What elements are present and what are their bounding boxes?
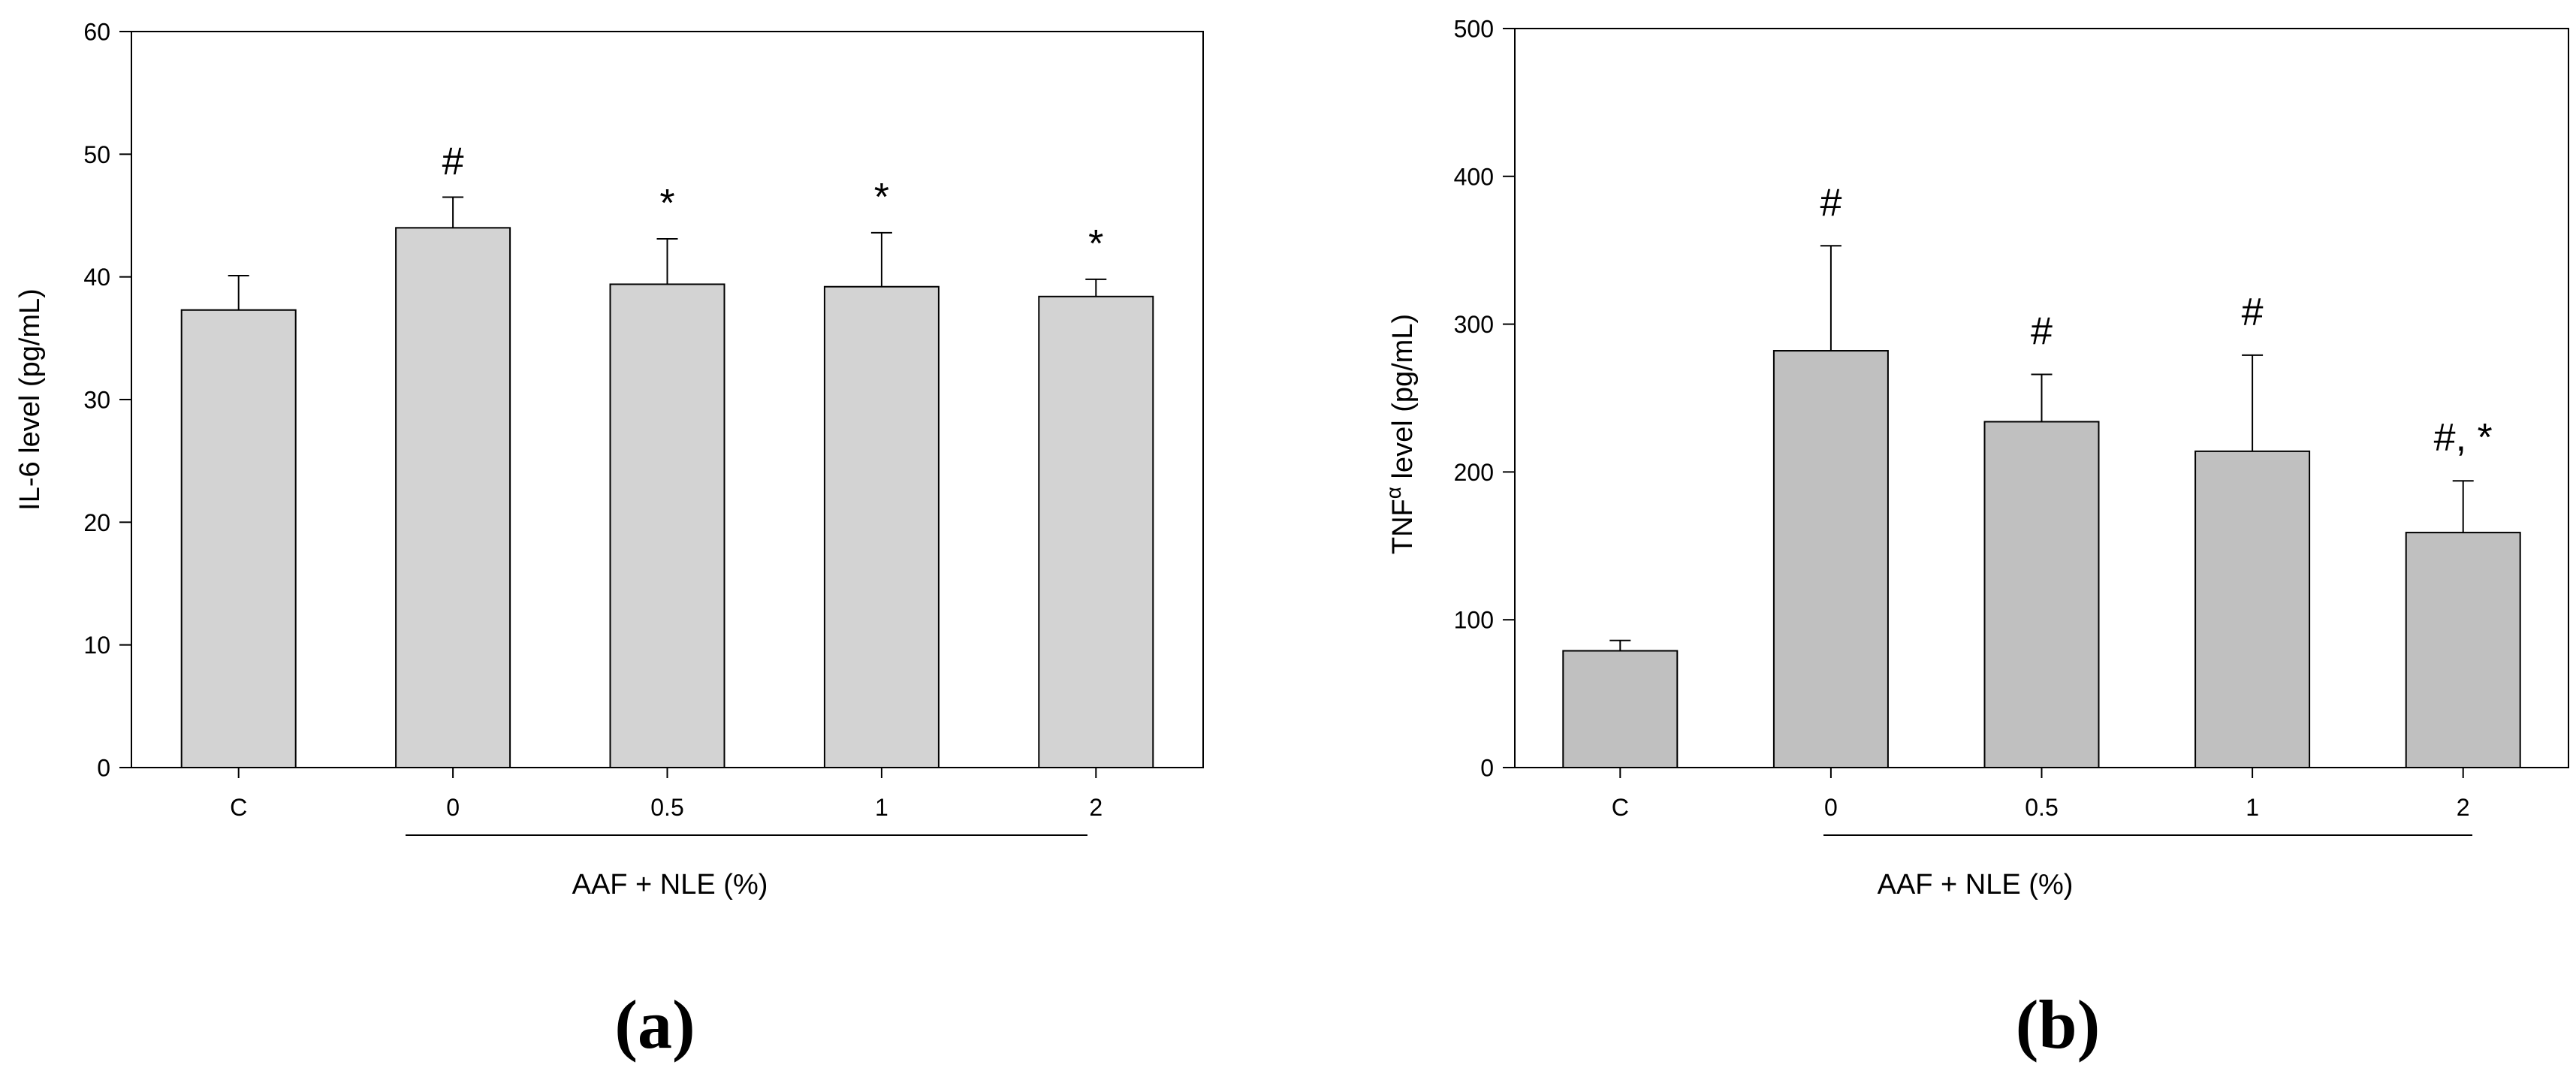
y-tick-label-b-0: 0 <box>1480 755 1494 782</box>
y-tick-label-b-2: 200 <box>1454 459 1494 486</box>
significance-mark-b-3: # <box>2242 291 2264 334</box>
significance-mark-b-1: # <box>1820 181 1842 225</box>
bar-b-2 <box>1983 421 2100 768</box>
bar-a-3 <box>823 285 940 768</box>
bar-b-4 <box>2405 532 2521 768</box>
significance-mark-a-4: * <box>1088 222 1103 266</box>
x-tick-label-b-2: 0.5 <box>2025 794 2058 821</box>
x-tick-label-a-2: 0.5 <box>650 794 683 821</box>
x-tick-label-b-1: 0 <box>1824 794 1838 821</box>
y-tick-label-b-5: 500 <box>1454 16 1494 43</box>
x-tick-label-a-1: 0 <box>446 794 460 821</box>
chart-panel-b: TNFα level (pg/mL) AAF + NLE (%) (b) 010… <box>1382 16 2569 1063</box>
bar-b-0 <box>1562 650 1679 769</box>
x-axis-label-a: AAF + NLE (%) <box>572 869 768 901</box>
y-tick-label-a-5: 50 <box>83 141 110 168</box>
y-tick-label-b-3: 300 <box>1454 311 1494 338</box>
x-tick-label-a-3: 1 <box>875 794 888 821</box>
y-tick-label-b-4: 400 <box>1454 163 1494 190</box>
y-tick-label-a-1: 10 <box>83 632 110 659</box>
y-tick-label-a-4: 40 <box>83 264 110 291</box>
y-tick-label-a-6: 60 <box>83 19 110 46</box>
x-tick-label-b-3: 1 <box>2246 794 2259 821</box>
chart-panel-a: IL-6 level (pg/mL) AAF + NLE (%) (a) 010… <box>14 19 1204 1063</box>
bar-a-0 <box>180 309 297 768</box>
y-axis-label-b-superscript: α <box>1382 487 1405 499</box>
significance-mark-b-4: #, * <box>2434 416 2493 460</box>
bar-b-1 <box>1772 350 1889 768</box>
bar-b-3 <box>2194 450 2311 769</box>
panel-label-b: (b) <box>2016 986 2100 1063</box>
significance-mark-a-2: * <box>659 182 674 225</box>
bar-a-2 <box>609 283 725 768</box>
y-axis-label-a: IL-6 level (pg/mL) <box>14 288 46 511</box>
x-axis-label-b: AAF + NLE (%) <box>1878 869 2074 901</box>
y-axis-label-b: TNFα level (pg/mL) <box>1382 314 1419 554</box>
y-tick-label-a-2: 20 <box>83 509 110 536</box>
y-tick-label-b-1: 100 <box>1454 607 1494 634</box>
y-tick-label-a-0: 0 <box>97 755 110 782</box>
x-tick-label-b-4: 2 <box>2457 794 2470 821</box>
significance-mark-a-1: # <box>442 140 464 184</box>
y-axis-label-b-main: TNF <box>1387 499 1419 554</box>
x-tick-label-a-4: 2 <box>1089 794 1102 821</box>
bar-a-1 <box>395 227 511 769</box>
y-tick-label-a-3: 30 <box>83 387 110 414</box>
x-tick-label-b-0: C <box>1612 794 1629 821</box>
significance-mark-b-2: # <box>2031 310 2053 354</box>
bar-a-4 <box>1038 295 1154 768</box>
y-axis-label-b-rest: level (pg/mL) <box>1387 314 1419 487</box>
significance-mark-a-3: * <box>874 176 889 219</box>
panel-label-a: (a) <box>614 986 695 1063</box>
x-tick-label-a-0: C <box>230 794 247 821</box>
